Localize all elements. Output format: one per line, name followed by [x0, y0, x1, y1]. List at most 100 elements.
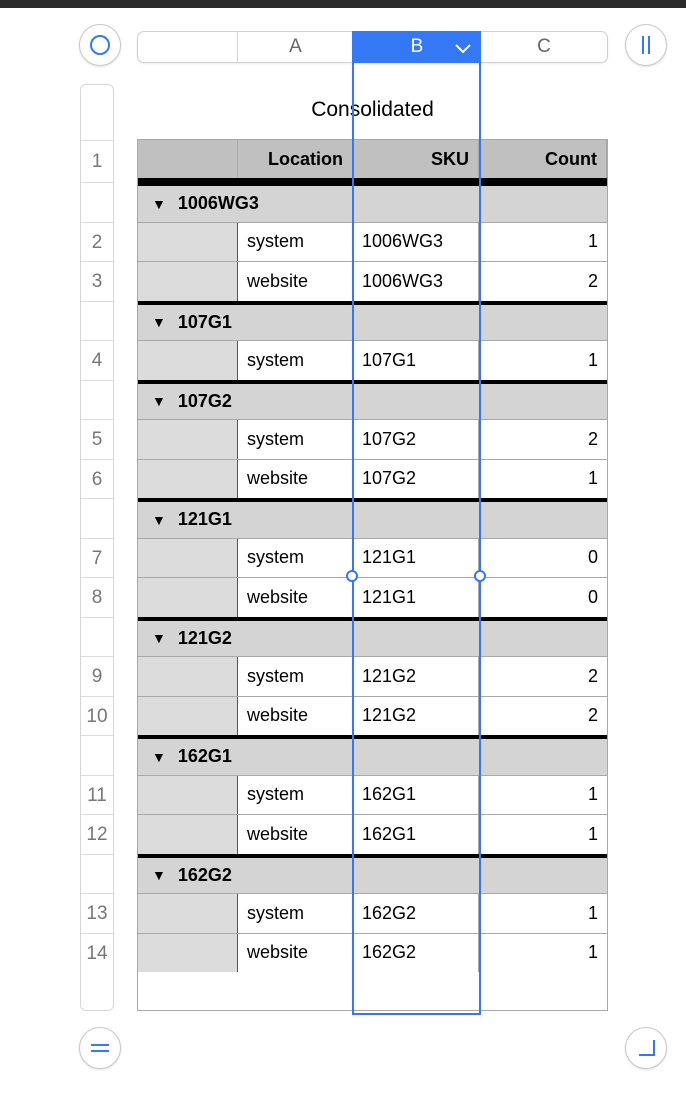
selection-handle-left[interactable]	[346, 570, 358, 582]
row-label-cell[interactable]	[138, 341, 238, 380]
group-cell[interactable]	[479, 739, 607, 775]
header-cell-count[interactable]: Count	[479, 140, 607, 178]
add-row-handle[interactable]	[79, 1027, 121, 1069]
sku-cell[interactable]: 1006WG3	[353, 262, 479, 301]
group-header-cell[interactable]: ▼ 162G1	[138, 739, 368, 775]
group-cell[interactable]	[353, 620, 479, 656]
count-cell[interactable]: 0	[587, 547, 598, 568]
count-cell[interactable]: 1	[587, 942, 598, 963]
column-header-a[interactable]: A	[289, 36, 302, 57]
column-header-blank[interactable]	[138, 32, 238, 62]
sku-cell[interactable]: 107G1	[353, 341, 479, 380]
row-number[interactable]: 5	[81, 419, 113, 459]
group-cell[interactable]	[353, 304, 479, 340]
row-label-cell[interactable]	[138, 933, 238, 972]
location-cell[interactable]: website	[238, 933, 353, 972]
sku-cell[interactable]: 162G1	[353, 775, 479, 814]
sku-cell[interactable]: 107G2	[353, 420, 479, 459]
row-number[interactable]: 2	[81, 221, 113, 262]
location-cell[interactable]: system	[238, 657, 353, 696]
location-cell[interactable]: system	[238, 420, 353, 459]
row-number[interactable]: 8	[81, 577, 113, 617]
count-cell[interactable]: 2	[587, 665, 598, 686]
sku-cell[interactable]: 107G2	[353, 459, 479, 498]
sku-cell[interactable]: 121G2	[353, 657, 479, 696]
header-cell-blank[interactable]	[138, 140, 238, 178]
sku-cell[interactable]: 121G2	[353, 696, 479, 735]
disclosure-triangle-icon[interactable]: ▼	[152, 314, 166, 331]
disclosure-triangle-icon[interactable]: ▼	[152, 748, 166, 765]
row-number[interactable]: 4	[81, 340, 113, 380]
row-number[interactable]: 9	[81, 656, 113, 696]
group-cell[interactable]	[479, 620, 607, 656]
disclosure-triangle-icon[interactable]: ▼	[152, 630, 166, 647]
selection-handle-right[interactable]	[474, 570, 486, 582]
group-cell[interactable]	[353, 857, 479, 893]
row-number[interactable]	[81, 735, 113, 775]
row-label-cell[interactable]	[138, 696, 238, 735]
sku-cell[interactable]: 162G1	[353, 815, 479, 854]
group-cell[interactable]	[479, 857, 607, 893]
group-cell[interactable]	[353, 186, 479, 222]
chevron-down-icon[interactable]	[453, 41, 473, 55]
add-column-handle[interactable]	[625, 24, 667, 66]
row-number[interactable]	[81, 616, 113, 657]
count-cell[interactable]: 1	[587, 231, 598, 252]
row-label-cell[interactable]	[138, 894, 238, 933]
location-cell[interactable]: system	[238, 222, 353, 261]
row-label-cell[interactable]	[138, 657, 238, 696]
count-cell[interactable]: 2	[587, 428, 598, 449]
column-header-c[interactable]: C	[537, 36, 551, 57]
group-cell[interactable]	[479, 383, 607, 419]
sku-cell[interactable]: 1006WG3	[353, 222, 479, 261]
row-number[interactable]	[81, 85, 113, 140]
location-cell[interactable]: system	[238, 775, 353, 814]
row-number[interactable]: 11	[81, 774, 113, 815]
row-number[interactable]: 6	[81, 458, 113, 499]
group-header-cell[interactable]: ▼ 1006WG3	[138, 186, 368, 222]
group-header-cell[interactable]: ▼ 107G1	[138, 305, 368, 341]
sku-cell[interactable]: 121G1	[353, 578, 479, 617]
row-label-cell[interactable]	[138, 459, 238, 498]
sku-cell[interactable]: 121G1	[353, 538, 479, 577]
row-number[interactable]: 12	[81, 814, 113, 854]
row-number[interactable]	[81, 379, 113, 420]
sku-cell[interactable]: 162G2	[353, 933, 479, 972]
count-cell[interactable]: 2	[587, 705, 598, 726]
location-cell[interactable]: website	[238, 578, 353, 617]
row-label-cell[interactable]	[138, 578, 238, 617]
group-header-cell[interactable]: ▼ 121G2	[138, 621, 368, 657]
column-header-b[interactable]: B	[353, 31, 481, 63]
group-cell[interactable]	[479, 502, 607, 538]
location-cell[interactable]: website	[238, 815, 353, 854]
row-number[interactable]	[81, 853, 113, 894]
location-cell[interactable]: system	[238, 894, 353, 933]
disclosure-triangle-icon[interactable]: ▼	[152, 393, 166, 410]
row-label-cell[interactable]	[138, 222, 238, 261]
row-number[interactable]	[81, 498, 113, 538]
row-number[interactable]: 14	[81, 932, 113, 973]
disclosure-triangle-icon[interactable]: ▼	[152, 511, 166, 528]
row-number[interactable]: 10	[81, 695, 113, 736]
row-number[interactable]	[81, 182, 113, 222]
resize-table-handle[interactable]	[625, 1027, 667, 1069]
row-label-cell[interactable]	[138, 538, 238, 577]
row-number[interactable]: 13	[81, 893, 113, 933]
location-cell[interactable]: website	[238, 459, 353, 498]
header-cell-sku[interactable]: SKU	[353, 140, 479, 178]
sku-cell[interactable]: 162G2	[353, 894, 479, 933]
count-cell[interactable]: 0	[587, 586, 598, 607]
count-cell[interactable]: 1	[587, 823, 598, 844]
group-cell[interactable]	[353, 502, 479, 538]
count-cell[interactable]: 1	[587, 902, 598, 923]
disclosure-triangle-icon[interactable]: ▼	[152, 867, 166, 884]
row-number[interactable]: 1	[81, 140, 113, 182]
header-cell-location[interactable]: Location	[238, 140, 353, 178]
count-cell[interactable]: 1	[587, 349, 598, 370]
row-label-cell[interactable]	[138, 262, 238, 301]
location-cell[interactable]: system	[238, 341, 353, 380]
row-label-cell[interactable]	[138, 815, 238, 854]
group-cell[interactable]	[479, 186, 607, 222]
group-header-cell[interactable]: ▼ 162G2	[138, 858, 368, 894]
group-cell[interactable]	[353, 739, 479, 775]
